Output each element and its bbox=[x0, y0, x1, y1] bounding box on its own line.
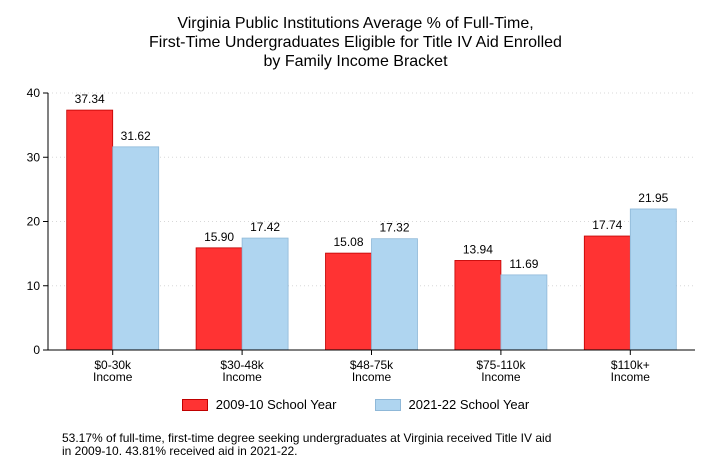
legend-swatch bbox=[181, 398, 208, 411]
x-tick-label: Income bbox=[481, 370, 521, 384]
x-tick-label: Income bbox=[222, 370, 262, 384]
bar bbox=[325, 252, 372, 351]
data-label: 37.34 bbox=[75, 92, 105, 106]
bar bbox=[241, 237, 289, 351]
data-label: 17.74 bbox=[592, 218, 622, 232]
x-tick-label: $30-48k bbox=[220, 358, 264, 372]
chart-title-line: by Family Income Bracket bbox=[263, 53, 448, 70]
data-label: 13.94 bbox=[463, 242, 493, 256]
y-tick-label: 10 bbox=[27, 279, 41, 293]
chart-title-line: Virginia Public Institutions Average % o… bbox=[177, 15, 534, 32]
bar bbox=[195, 247, 243, 351]
legend-swatch bbox=[374, 398, 401, 411]
x-tick-label: Income bbox=[93, 370, 133, 384]
data-label: 31.62 bbox=[121, 129, 151, 143]
axes: 010203040$0-30kIncome$30-48kIncome$48-75… bbox=[27, 86, 695, 384]
chart-title-line: First-Time Undergraduates Eligible for T… bbox=[149, 34, 562, 51]
x-tick-label: $110k+ bbox=[611, 358, 650, 372]
y-tick-label: 20 bbox=[27, 215, 41, 229]
bars bbox=[66, 109, 677, 351]
y-tick-label: 40 bbox=[27, 86, 41, 100]
bar bbox=[629, 208, 677, 351]
x-tick-label: Income bbox=[611, 370, 651, 384]
data-label: 21.95 bbox=[638, 191, 668, 205]
bar bbox=[500, 274, 548, 351]
x-tick-label: Income bbox=[352, 370, 392, 384]
data-label: 15.08 bbox=[333, 235, 363, 249]
bar bbox=[583, 235, 631, 351]
data-labels: 37.34 31.62 15.90 17.42 15.08 17.32 13.94 11.69… bbox=[75, 92, 669, 271]
legend-item-series-2: 2021-22 School Year bbox=[374, 397, 530, 412]
footnote-line: in 2009-10. 43.81% received aid in 2021-… bbox=[62, 444, 298, 458]
bar bbox=[454, 260, 502, 351]
bar bbox=[371, 238, 418, 351]
bar bbox=[112, 146, 160, 351]
y-tick-label: 0 bbox=[33, 343, 40, 357]
footnote-line: 53.17% of full-time, first-time degree s… bbox=[62, 431, 552, 445]
data-label: 15.90 bbox=[204, 230, 234, 244]
x-tick-label: $48-75k bbox=[350, 358, 394, 372]
data-label: 17.42 bbox=[250, 220, 280, 234]
y-tick-label: 30 bbox=[27, 150, 41, 164]
x-tick-label: $0-30k bbox=[94, 358, 132, 372]
legend-item-series-1: 2009-10 School Year bbox=[181, 397, 337, 412]
data-label: 17.32 bbox=[379, 221, 409, 235]
chart-title: Virginia Public Institutions Average % o… bbox=[0, 14, 711, 71]
legend-label: 2009-10 School Year bbox=[215, 397, 337, 412]
footnote: 53.17% of full-time, first-time degree s… bbox=[62, 432, 662, 458]
legend: 2009-10 School Year 2021-22 School Year bbox=[0, 397, 711, 412]
bar bbox=[66, 109, 114, 351]
data-label: 11.69 bbox=[509, 257, 538, 271]
legend-label: 2021-22 School Year bbox=[408, 397, 530, 412]
x-tick-label: $75-110k bbox=[476, 358, 526, 372]
